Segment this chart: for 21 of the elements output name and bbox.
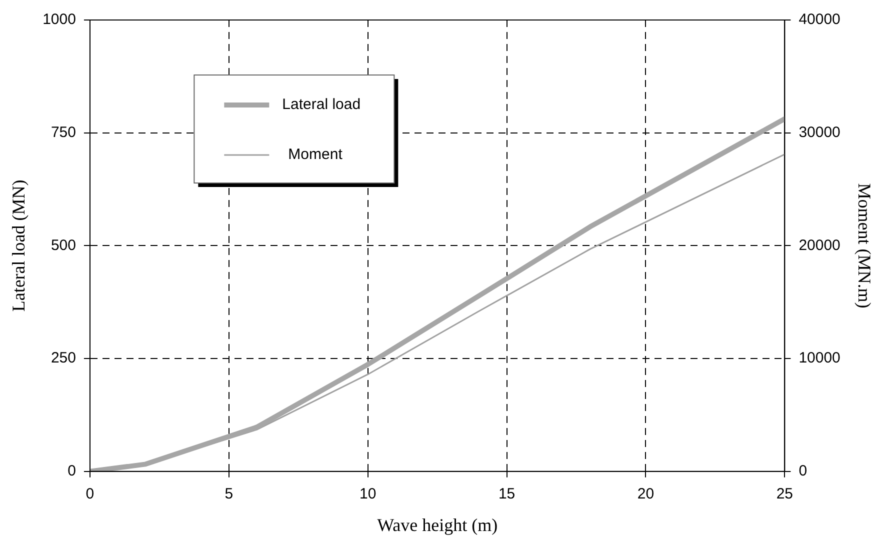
legend-label: Moment — [288, 146, 344, 164]
x-tick-label: 25 — [776, 486, 794, 503]
y-tick-label: 500 — [50, 236, 76, 254]
y-tick-label: 1000 — [42, 11, 76, 28]
y2-tick-label: 40000 — [798, 11, 840, 28]
y2-axis-title: Moment (MN.m) — [854, 183, 874, 308]
x-tick-label: 10 — [360, 486, 376, 503]
y-tick-label: 0 — [68, 462, 76, 480]
y2-tick-label: 20000 — [798, 236, 840, 254]
y2-tick-label: 10000 — [798, 350, 840, 367]
x-tick-label: 0 — [86, 486, 94, 503]
y-tick-label: 750 — [50, 124, 76, 141]
legend-label: Lateral load — [282, 96, 361, 114]
x-tick-label: 5 — [224, 486, 234, 503]
y2-tick-label: 0 — [798, 462, 808, 480]
x-tick-label: 15 — [498, 486, 516, 503]
y2-tick-label: 30000 — [798, 124, 840, 141]
y-tick-label: 250 — [50, 350, 76, 367]
y-axis-title: Lateral load (MN) — [8, 180, 29, 312]
x-axis-title: Wave height (m) — [377, 514, 498, 535]
x-tick-label: 20 — [637, 486, 654, 503]
